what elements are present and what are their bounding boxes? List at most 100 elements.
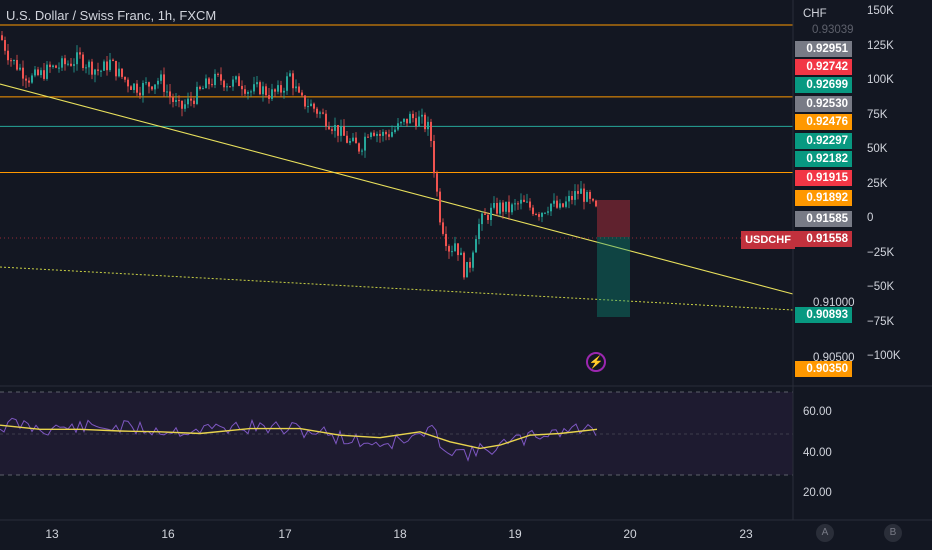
candle-body — [532, 207, 534, 215]
candle-body — [217, 73, 219, 75]
candle-body — [490, 207, 492, 220]
candle-body — [508, 201, 510, 213]
candle-body — [424, 114, 426, 130]
candle-body — [442, 222, 444, 234]
b-button[interactable]: B — [884, 524, 902, 542]
candle-body — [322, 112, 324, 114]
candle-body — [283, 90, 285, 93]
candle-body — [502, 202, 504, 212]
rsi-tick-60: 60.00 — [803, 406, 832, 418]
candle-body — [88, 61, 90, 68]
candle-body — [112, 59, 114, 61]
candle-body — [271, 89, 273, 99]
candle-body — [481, 213, 483, 225]
candle-body — [151, 86, 153, 90]
candle-body — [439, 191, 441, 223]
candle-body — [412, 113, 414, 119]
candle-body — [307, 106, 309, 108]
x-tick: 18 — [393, 527, 407, 541]
candle-body — [31, 75, 33, 83]
candle-body — [4, 40, 6, 51]
price-tag: 0.92182 — [795, 151, 852, 167]
candle-body — [238, 76, 240, 86]
candle-body — [580, 188, 582, 194]
candle-body — [463, 252, 465, 278]
price-tag: 0.92699 — [795, 77, 852, 93]
candle-body — [538, 214, 540, 217]
volume-tick: −25K — [867, 246, 895, 259]
trend-line[interactable] — [0, 83, 794, 295]
candle-body — [118, 68, 120, 77]
dotted-trend-line[interactable] — [0, 266, 794, 311]
candle-body — [364, 136, 366, 151]
candle-body — [103, 61, 105, 71]
candle-body — [229, 86, 231, 88]
candle-body — [394, 129, 396, 133]
candle-body — [145, 82, 147, 84]
price-tag: 0.91585 — [795, 211, 852, 227]
candle-body — [376, 133, 378, 136]
volume-tick: 75K — [867, 108, 888, 121]
candle-body — [181, 100, 183, 109]
candle-body — [289, 73, 291, 77]
candle-series — [1, 30, 597, 280]
candle-body — [391, 132, 393, 137]
candle-body — [292, 73, 294, 89]
candle-body — [496, 202, 498, 214]
candle-body — [136, 83, 138, 93]
volume-tick: −100K — [867, 350, 901, 362]
symbol-tag[interactable]: USDCHF — [741, 231, 795, 249]
candle-body — [13, 60, 15, 62]
candle-body — [244, 89, 246, 94]
candle-body — [124, 76, 126, 80]
price-tag: 0.90893 — [795, 307, 852, 323]
take-profit-zone[interactable] — [597, 237, 630, 317]
candle-body — [589, 191, 591, 199]
candle-body — [55, 65, 57, 68]
candle-body — [526, 201, 528, 203]
candle-body — [73, 64, 75, 66]
candle-body — [106, 61, 108, 71]
candle-body — [529, 201, 531, 208]
candle-body — [499, 202, 501, 214]
stop-loss-zone[interactable] — [597, 200, 630, 237]
candle-body — [334, 124, 336, 131]
candle-body — [352, 137, 354, 141]
candle-body — [205, 78, 207, 89]
candle-body — [133, 83, 135, 90]
volume-tick: 100K — [867, 74, 894, 86]
candle-body — [85, 67, 87, 69]
volume-tick: −75K — [867, 315, 895, 328]
candle-body — [253, 84, 255, 92]
candle-body — [433, 140, 435, 174]
candle-body — [325, 113, 327, 127]
price-tag: 0.92476 — [795, 114, 852, 130]
candle-body — [40, 70, 42, 76]
candle-body — [421, 114, 423, 117]
x-tick: 13 — [45, 527, 59, 541]
rsi-line — [0, 417, 597, 462]
candle-body — [301, 92, 303, 96]
candle-body — [556, 200, 558, 208]
candle-body — [178, 100, 180, 102]
candle-body — [337, 124, 339, 136]
candle-body — [139, 92, 141, 96]
rsi-ma-line — [0, 424, 598, 450]
candle-body — [436, 173, 438, 192]
candle-body — [277, 85, 279, 92]
candle-body — [43, 70, 45, 79]
price-tag: 0.91558 — [795, 231, 852, 247]
candle-body — [202, 88, 204, 90]
candle-body — [316, 108, 318, 114]
candle-body — [280, 85, 282, 93]
bolt-icon[interactable]: ⚡ — [586, 352, 606, 372]
candle-body — [454, 243, 456, 252]
candle-body — [310, 103, 312, 107]
candle-body — [1, 35, 3, 41]
candle-body — [223, 80, 225, 88]
rsi-tick-40: 40.00 — [803, 447, 832, 459]
candle-body — [166, 91, 168, 93]
auto-scale-button[interactable]: A — [816, 524, 834, 542]
price-tag: 0.92297 — [795, 133, 852, 149]
